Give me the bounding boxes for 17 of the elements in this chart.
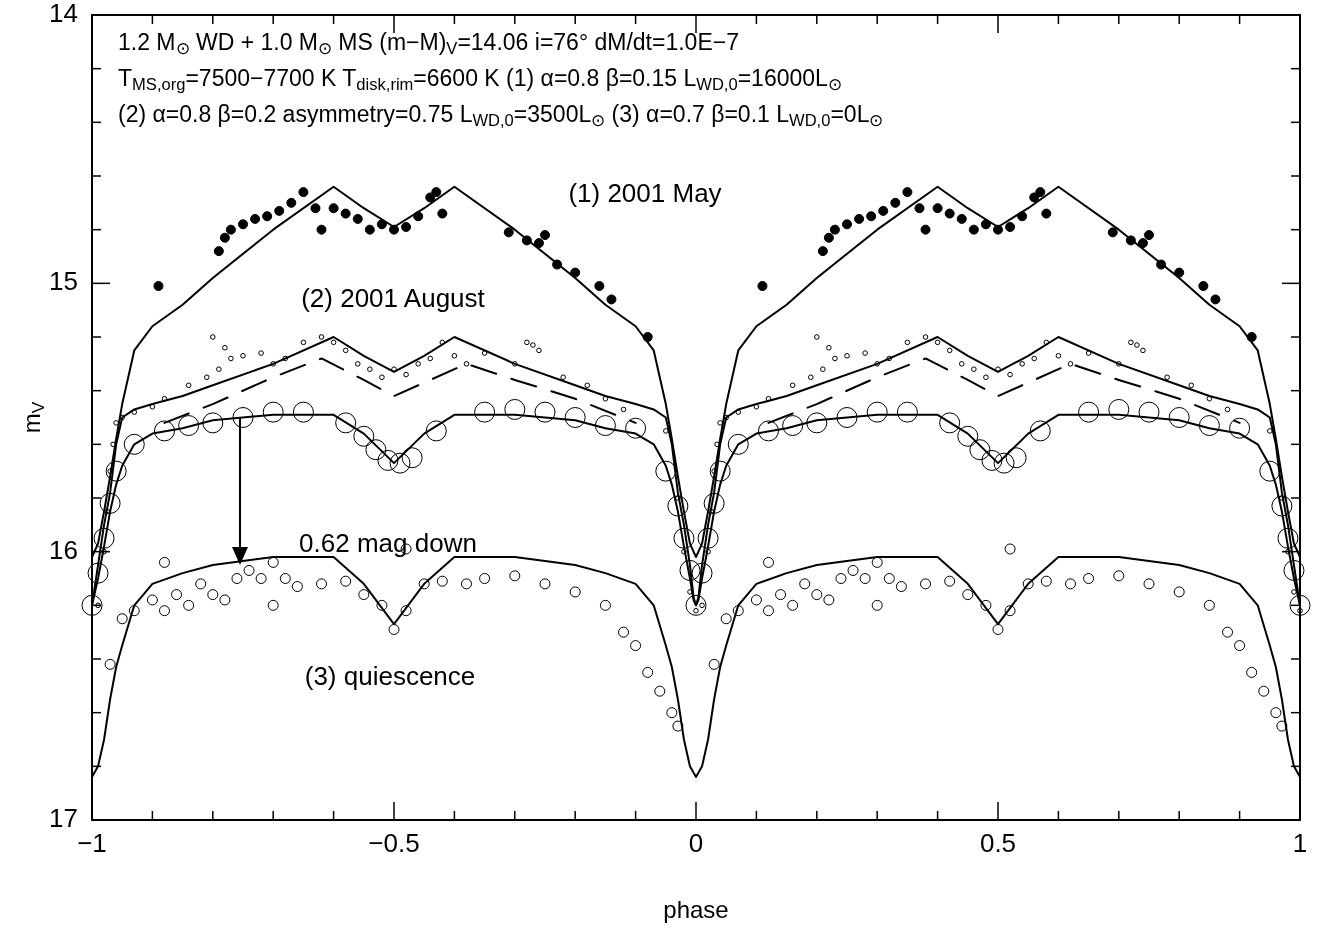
x-tick-label: 0 (688, 828, 704, 858)
x-tick-label: 0.5 (979, 828, 1017, 858)
y-tick-label: 16 (49, 534, 78, 565)
annotation: 0.62 mag down (299, 527, 477, 558)
annotation: (2) 2001 August (301, 282, 486, 313)
y-tick-label: 15 (49, 266, 78, 297)
annotation: (2) α=0.8 β=0.2 asymmetry=0.75 L$_{WD,0}$=3500L$_{⊙}$ (3) α=0.7 β=0.1 L$_{WD,0}$=0L$_{⊙}$ (118, 101, 884, 131)
y-tick-label: 14 (49, 0, 78, 28)
annotation: (3) quiescence (304, 660, 476, 691)
annotation: (1) 2001 May (568, 177, 722, 208)
x-axis-title: phase (663, 896, 729, 923)
y-tick-label: 17 (49, 802, 78, 833)
x-tick-label: −0.5 (368, 828, 420, 858)
annotation: T$_{MS,org}$=7500−7700 K T$_{disk,rim}$=6600 K (1) α=0.8 β=0.15 L$_{WD,0}$=16000L$_{⊙}$ (118, 65, 842, 95)
x-tick-label: 1 (1292, 828, 1308, 858)
annotation: 1.2 M$_{⊙}$ WD + 1.0 M$_{⊙}$ MS (m−M)$_{V}$=14.06 i=76° dM/dt=1.0E−7 (118, 29, 739, 59)
x-tick-label: −1 (77, 828, 107, 858)
